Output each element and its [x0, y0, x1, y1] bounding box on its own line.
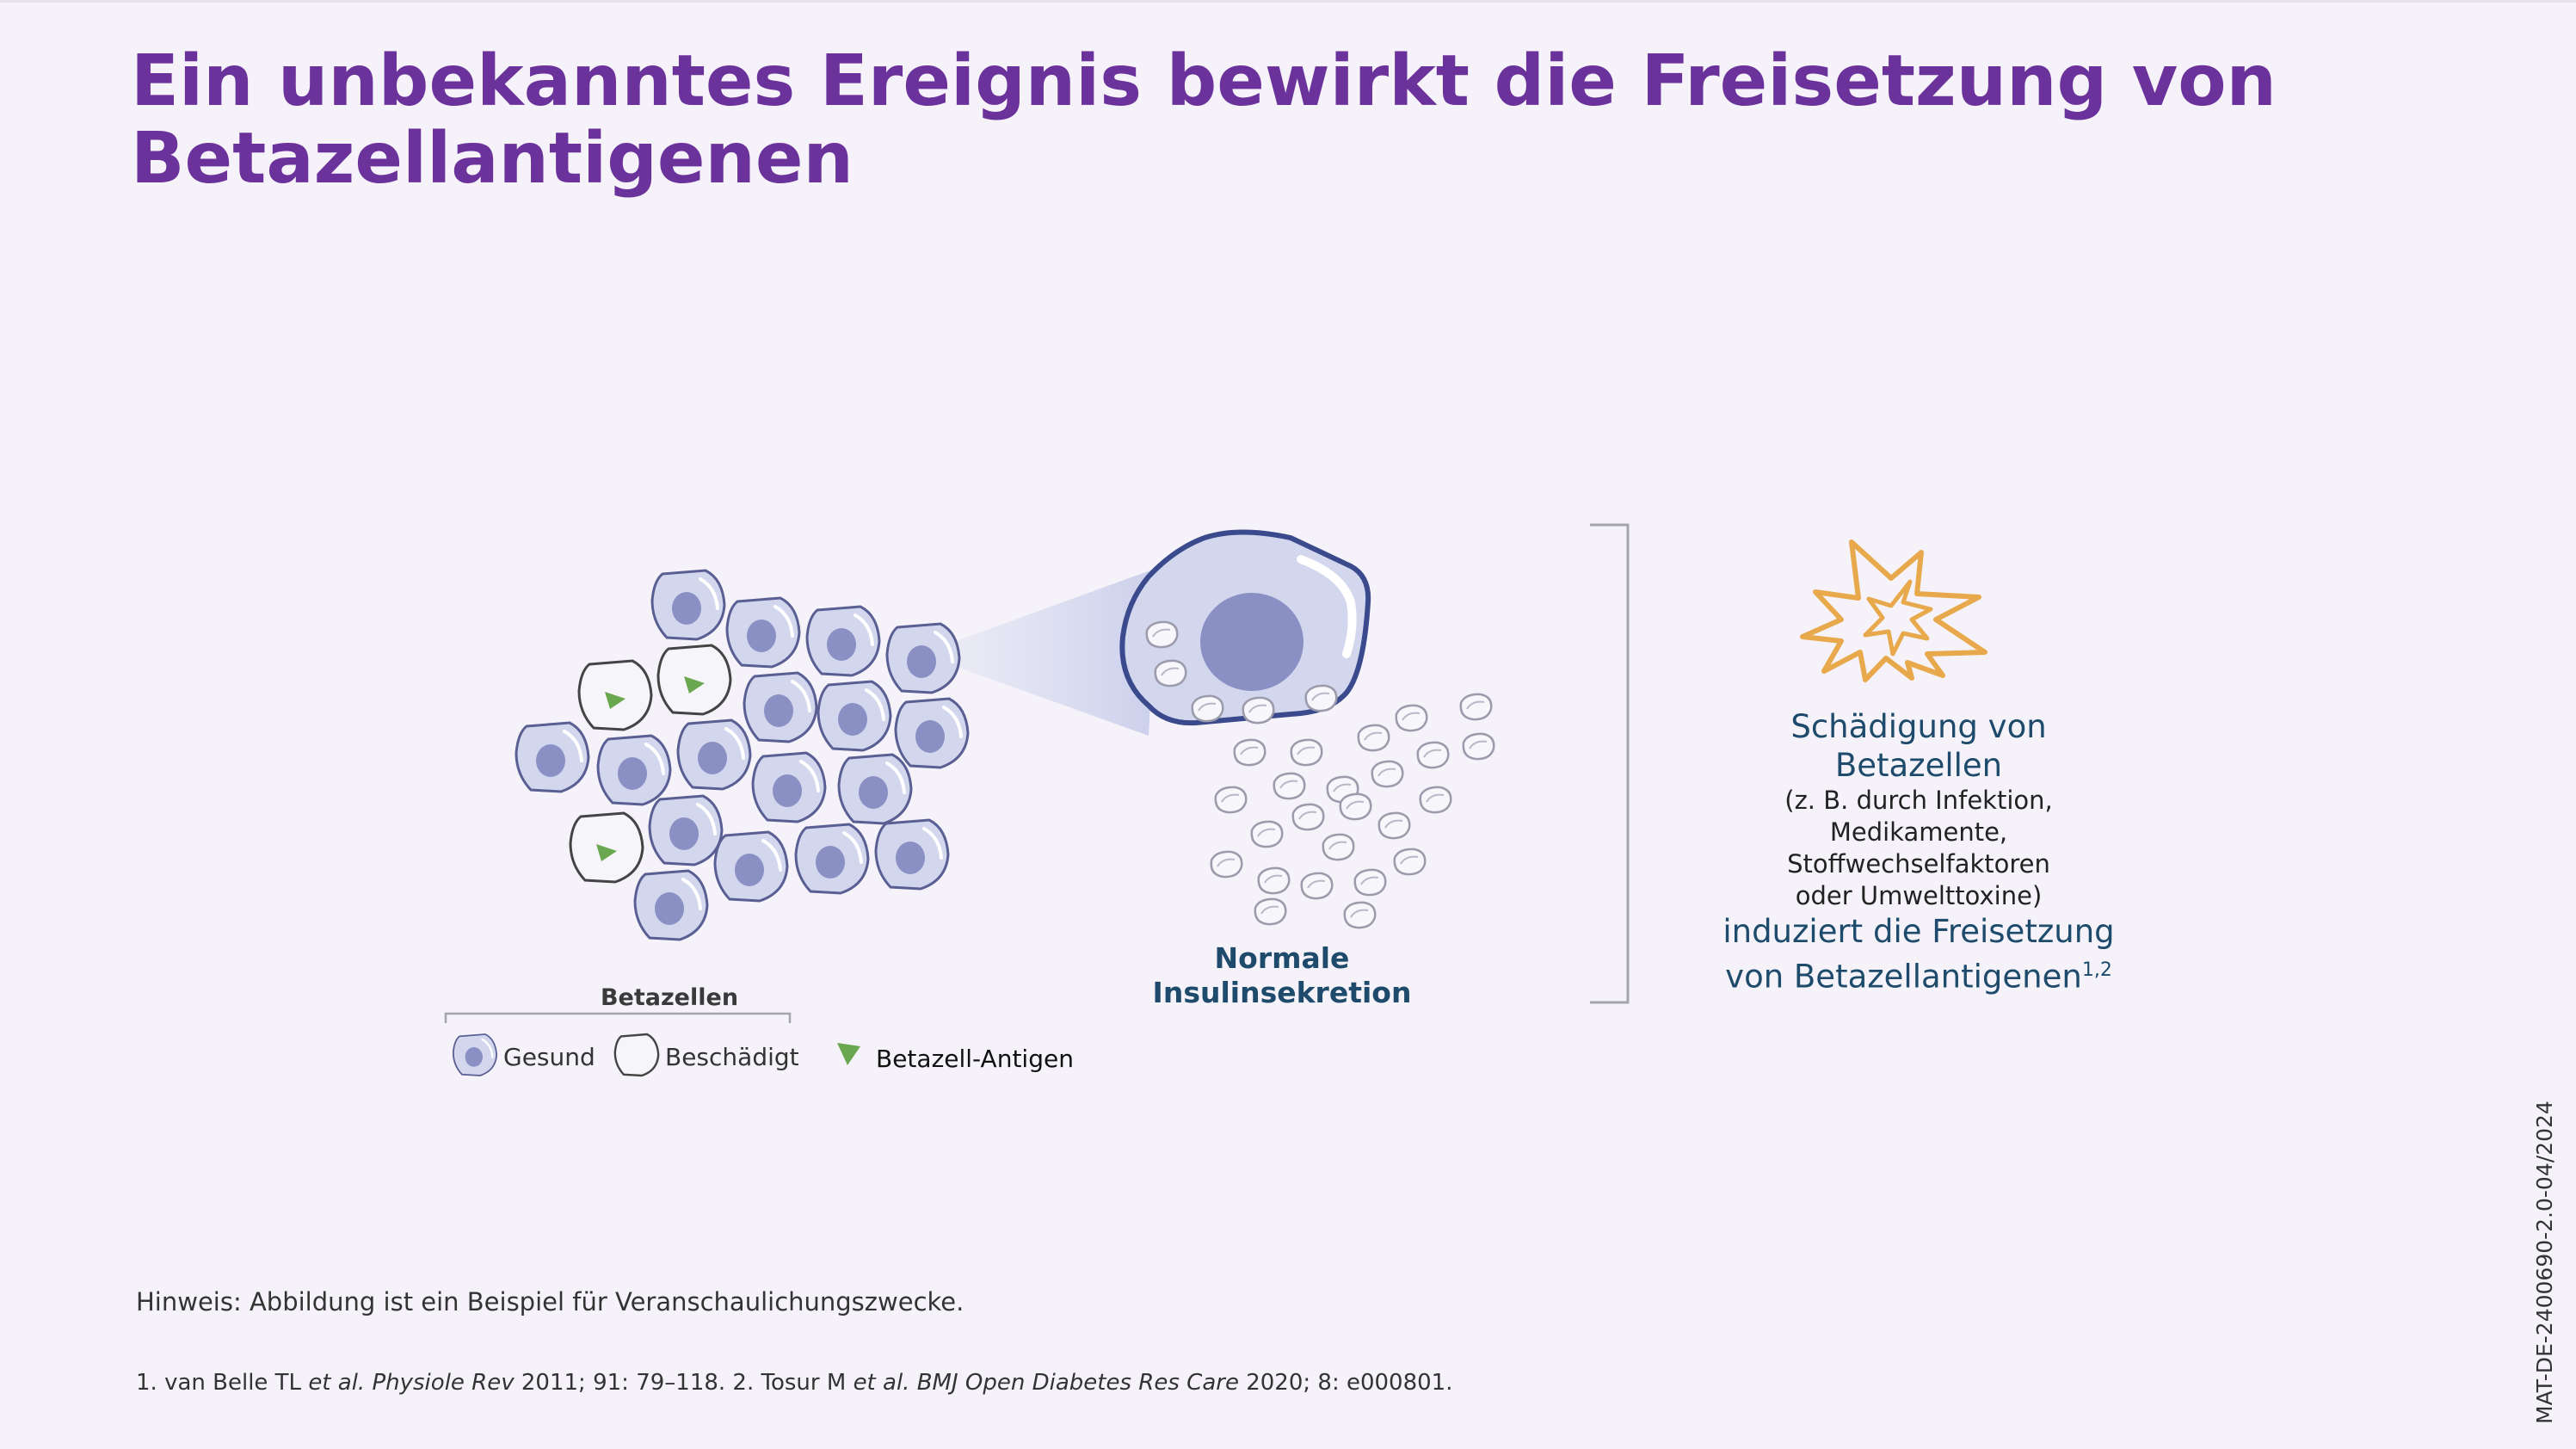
healthy-beta-cell [713, 830, 789, 903]
damaged-beta-cell [577, 659, 653, 731]
damage-line3: induziert die Freisetzung [1722, 913, 2115, 950]
bracket [1590, 523, 1630, 1004]
damaged-beta-cell [569, 811, 644, 884]
beta-cells-caption: Betazellen [600, 984, 739, 1011]
legend-antigen-icon [837, 1043, 860, 1065]
footnote-note: Hinweis: Abbildung ist ein Beispiel für … [136, 1287, 964, 1316]
page-title: Ein unbekanntes Ereignis bewirkt die Fre… [131, 43, 2497, 198]
healthy-beta-cell [648, 794, 724, 866]
document-code: MAT-DE-2400690-2.0-04/2024 [2532, 1101, 2557, 1424]
ref2-rest: 2020; 8: e000801. [1238, 1370, 1453, 1396]
magnification-beam [921, 568, 1157, 736]
healthy-beta-cell [676, 718, 752, 791]
page-title-line1: Ein unbekanntes Ereignis bewirkt die Fre… [131, 40, 2277, 122]
legend-bracket [444, 1012, 792, 1023]
ref2-etal: et al. [853, 1370, 910, 1396]
damage-line4: von Betazellantigenen1,2 [1661, 951, 2177, 996]
ref2-journal: BMJ Open Diabetes Res Care [916, 1370, 1239, 1396]
damage-description: Schädigung von Betazellen (z. B. durch I… [1661, 707, 2177, 996]
ref1-rest: 2011; 91: 79–118. 2. Tosur M [514, 1370, 854, 1396]
magnified-beta-cell [1119, 529, 1371, 726]
damaged-beta-cell [656, 644, 732, 716]
normal-insulin-line1: Normale [1214, 941, 1350, 975]
ref1-etal: et al. [308, 1370, 366, 1396]
legend-damaged-icon [613, 1033, 660, 1077]
healthy-beta-cell [885, 622, 961, 694]
page-title-line2: Betazellantigenen [131, 118, 854, 200]
references: 1. van Belle TL et al. Physiole Rev 2011… [136, 1370, 1453, 1396]
healthy-beta-cell [633, 869, 709, 941]
damage-detail3: Stoffwechselfaktoren [1787, 849, 2050, 879]
legend-healthy-label: Gesund [503, 1043, 595, 1071]
ref1-journal: Physiole Rev [372, 1370, 515, 1396]
healthy-beta-cell [515, 721, 590, 793]
healthy-beta-cell [596, 734, 672, 806]
normal-insulin-label: Normale Insulinsekretion [1110, 941, 1454, 1010]
top-divider [0, 0, 2576, 3]
healthy-beta-cell [805, 605, 881, 677]
healthy-beta-cell [837, 753, 913, 825]
legend-antigen-label: Betazell-Antigen [876, 1045, 1074, 1073]
healthy-beta-cell [817, 680, 892, 752]
ref1-author: 1. van Belle TL [136, 1370, 309, 1396]
healthy-beta-cell [794, 823, 870, 895]
damage-detail4: oder Umwelttoxine) [1795, 881, 2043, 910]
healthy-beta-cell [743, 671, 818, 743]
damage-detail2: Medikamente, [1829, 817, 2008, 847]
healthy-beta-cell [725, 596, 801, 669]
healthy-beta-cell [751, 751, 827, 823]
damage-superscript: 1,2 [2081, 959, 2112, 981]
healthy-beta-cell [894, 697, 970, 769]
damage-line2: Betazellen [1834, 747, 2003, 784]
beta-cell-cluster [515, 569, 970, 941]
legend-damaged-label: Beschädigt [665, 1043, 799, 1071]
damage-burst-icon [1800, 540, 1987, 682]
legend-healthy-icon [452, 1033, 498, 1077]
normal-insulin-line2: Insulinsekretion [1152, 976, 1412, 1009]
damage-line4-text: von Betazellantigenen [1725, 958, 2082, 996]
healthy-beta-cell [650, 569, 726, 641]
damage-detail1: (z. B. durch Infektion, [1784, 786, 2053, 815]
damage-line1: Schädigung von [1790, 708, 2047, 745]
healthy-beta-cell [874, 818, 950, 891]
